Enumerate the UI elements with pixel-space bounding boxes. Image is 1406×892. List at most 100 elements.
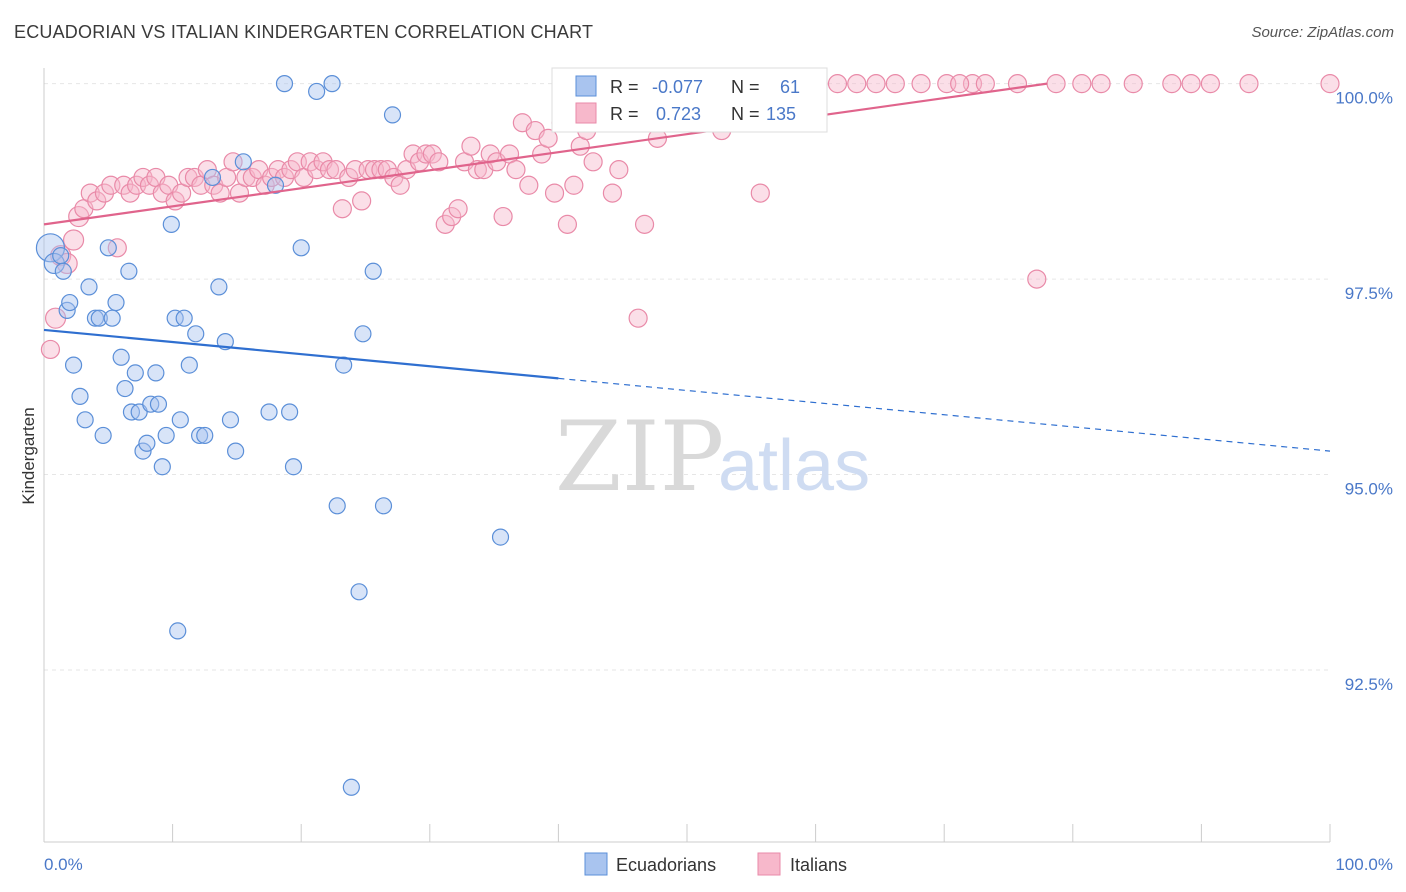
- ecuadorian-point-44: [266, 176, 285, 194]
- ecuadorian-point-34: [187, 325, 205, 343]
- ecuadorian-point-49: [308, 82, 326, 101]
- ecuadorian-point-36: [196, 426, 214, 445]
- ecuadorian-point-45: [275, 75, 294, 93]
- italian-point-81: [557, 214, 578, 234]
- ecuadorian-point-40: [221, 411, 240, 429]
- italian-point-120: [847, 74, 867, 94]
- italian-point-61: [429, 152, 449, 172]
- italian-point-133: [1162, 74, 1182, 94]
- ecuadorian-point-55: [354, 325, 372, 343]
- italian-point-49: [352, 191, 372, 211]
- source-label: Source: ZipAtlas.com: [1251, 24, 1394, 41]
- italian-point-129: [1046, 74, 1066, 94]
- ecuadorian-point-58: [383, 106, 402, 124]
- ecuadorian-trend-dashed: [558, 377, 1331, 452]
- italian-point-92: [628, 308, 648, 328]
- italian-point-44: [319, 160, 340, 180]
- italian-point-46: [332, 199, 352, 219]
- ecuadorian-point-35: [191, 426, 209, 445]
- ecuadorian-point-20: [126, 364, 144, 382]
- italian-point-8: [87, 191, 107, 211]
- y-tick-label-2: 95.0%: [1345, 480, 1393, 499]
- ecuadorian-point-42: [234, 153, 252, 171]
- legend-label-italians: Italians: [790, 855, 847, 875]
- stats-r-value-ecuadorians: -0.077: [652, 77, 703, 97]
- italian-point-93: [634, 214, 655, 234]
- italian-point-66: [461, 136, 481, 156]
- ecuadorian-point-18: [120, 262, 138, 280]
- italian-point-137: [1320, 74, 1340, 94]
- ecuadorian-point-25: [147, 364, 165, 382]
- italian-point-128: [1027, 269, 1047, 289]
- legend-label-ecuadorians: Ecuadorians: [616, 855, 716, 875]
- grid-lines: [44, 83, 1330, 671]
- ecuadorian-point-10: [86, 309, 105, 327]
- italian-point-89: [609, 160, 629, 180]
- ecuadorian-point-11: [90, 309, 108, 327]
- ecuadorian-point-59: [491, 528, 510, 546]
- y-axis-title: Kindergarten: [19, 407, 38, 504]
- watermark-zip: ZIP: [555, 401, 724, 513]
- ecuadorian-point-16: [112, 348, 130, 366]
- ecuadorian-point-47: [284, 458, 303, 476]
- italian-point-78: [538, 128, 558, 148]
- italian-point-71: [493, 206, 513, 227]
- x-tick-label-1: 100.0%: [1335, 855, 1393, 874]
- stats-n-label-ecuadorians: N =: [731, 77, 760, 97]
- ecuadorian-point-30: [166, 309, 184, 327]
- ecuadorian-point-43: [260, 403, 278, 421]
- italian-point-11: [107, 238, 127, 258]
- legend-swatch-italians: [757, 852, 781, 876]
- ecuadorian-point-6: [64, 356, 83, 374]
- italian-point-53: [377, 160, 397, 180]
- italian-point-131: [1091, 74, 1111, 94]
- axes: [43, 68, 1331, 843]
- italian-point-123: [911, 74, 931, 94]
- ecuadorian-point-9: [80, 278, 98, 296]
- italian-point-75: [519, 175, 539, 195]
- italian-point-0: [40, 339, 61, 360]
- stats-swatch-italians: [575, 102, 597, 124]
- ecuadorian-point-26: [149, 395, 168, 413]
- stats-r-value-italians: 0.723: [656, 104, 701, 124]
- ecuadorian-point-3: [54, 262, 72, 280]
- stats-box: R = -0.077 N = 61 R = 0.723 N = 135: [551, 67, 828, 133]
- ecuadorian-point-14: [103, 309, 121, 327]
- italian-point-85: [583, 152, 603, 172]
- watermark: ZIP atlas: [555, 401, 870, 513]
- italian-point-63: [442, 206, 462, 227]
- italian-point-130: [1072, 74, 1092, 94]
- stats-r-label-italians: R =: [610, 104, 639, 124]
- italian-point-29: [223, 152, 243, 172]
- stats-n-value-ecuadorians: 61: [780, 77, 800, 97]
- ecuadorian-point-54: [350, 583, 368, 601]
- italian-point-132: [1123, 74, 1143, 94]
- italian-point-111: [750, 183, 770, 203]
- y-tick-label-3: 92.5%: [1345, 675, 1393, 694]
- ecuadorian-point-46: [281, 403, 299, 421]
- ecuadorian-point-22: [134, 442, 152, 460]
- italian-point-62: [435, 214, 455, 234]
- italian-point-4: [62, 229, 85, 251]
- italian-trend-solid: [43, 82, 1048, 226]
- ecuadorian-point-5: [61, 293, 79, 312]
- italian-point-64: [448, 199, 468, 219]
- italian-point-135: [1200, 74, 1221, 94]
- italian-point-82: [564, 175, 584, 195]
- italian-point-69: [480, 144, 500, 164]
- ecuadorian-trend-solid: [43, 328, 559, 380]
- ecuadorian-point-27: [153, 458, 171, 476]
- ecuadorian-point-37: [203, 168, 222, 187]
- ecuadorian-point-29: [162, 215, 180, 233]
- ecuadorian-point-48: [292, 239, 310, 257]
- y-tick-label-1: 97.5%: [1345, 284, 1393, 303]
- x-tick-labels: 0.0% 100.0%: [44, 855, 1393, 874]
- ecuadorian-point-15: [107, 293, 125, 312]
- italian-point-79: [544, 183, 565, 203]
- ecuadorian-point-41: [227, 442, 245, 460]
- italian-point-13: [120, 183, 140, 203]
- y-tick-label-0: 100.0%: [1335, 89, 1393, 108]
- ecuadorian-point-17: [116, 379, 134, 398]
- chart-title: ECUADORIAN VS ITALIAN KINDERGARTEN CORRE…: [14, 22, 594, 42]
